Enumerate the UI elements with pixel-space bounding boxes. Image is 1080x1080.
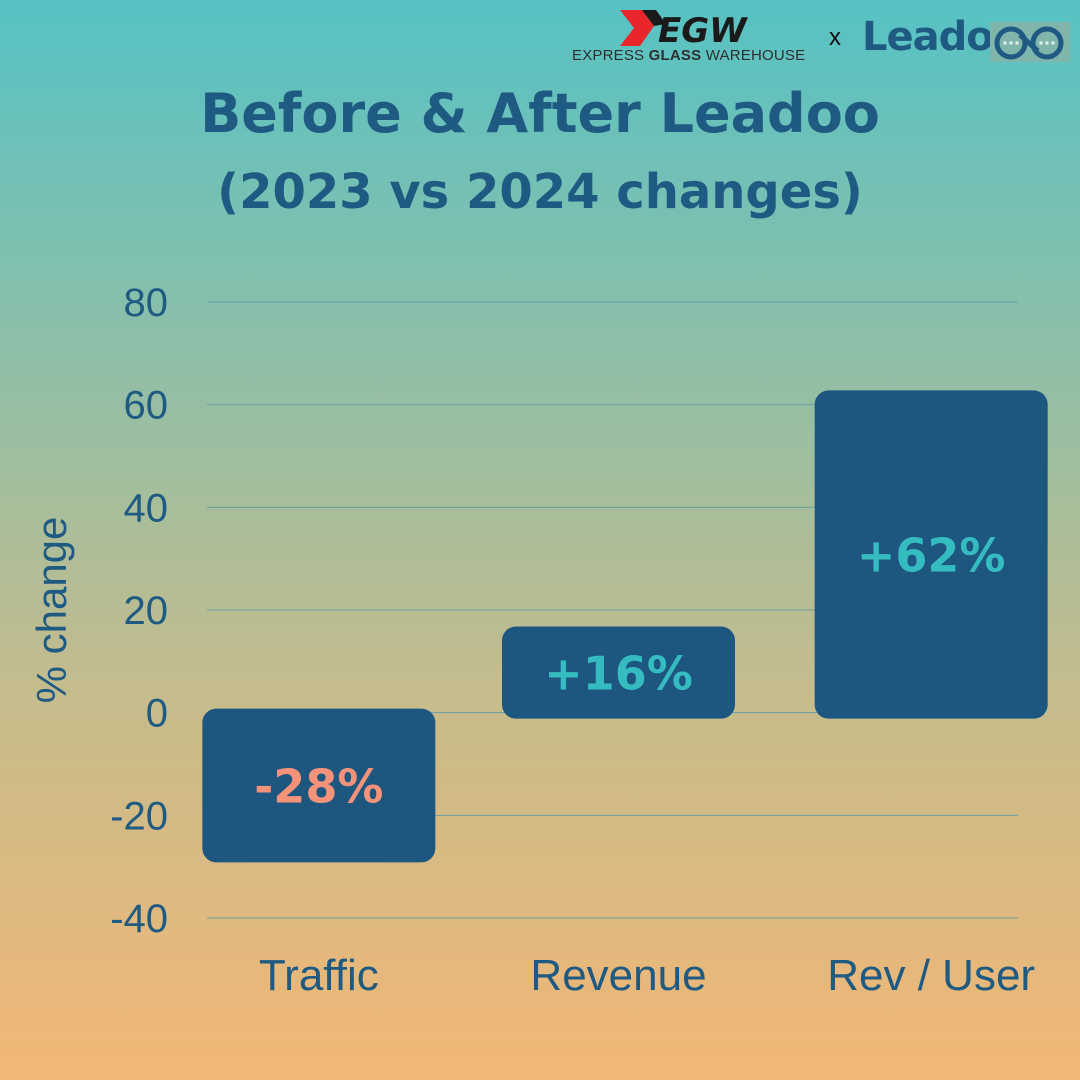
egw-logo-text: EGW (658, 11, 748, 46)
egw-tagline: EXPRESS GLASS WAREHOUSE (572, 47, 806, 64)
bar-data-label: -28% (254, 760, 383, 814)
brand-header: EGW EXPRESS GLASS WAREHOUSE x Leadoo (572, 6, 1072, 68)
bar (502, 626, 735, 719)
x-tick-label: Revenue (530, 951, 706, 1000)
y-tick-label: -20 (110, 794, 168, 838)
brand-separator: x (829, 24, 841, 51)
y-tick-label: 0 (146, 692, 168, 736)
y-tick-label: 60 (124, 384, 169, 428)
y-tick-label: 20 (124, 589, 169, 633)
egw-logo-mark: EGW (620, 10, 748, 46)
y-tick-label: -40 (110, 897, 168, 941)
y-tick-label: 80 (124, 281, 169, 325)
y-tick-label: 40 (124, 486, 169, 530)
chart-title: Before & After Leadoo (200, 82, 880, 145)
chart-subtitle: (2023 vs 2024 changes) (217, 164, 863, 220)
bar (202, 708, 436, 863)
bar-data-label: +16% (544, 647, 693, 701)
egw-logo: EGW EXPRESS GLASS WAREHOUSE (572, 6, 822, 68)
leadoo-infinity-icon (990, 22, 1070, 62)
x-tick-label: Traffic (259, 951, 379, 1000)
x-tick-label: Rev / User (827, 951, 1035, 1000)
bar (814, 390, 1048, 719)
y-axis-label: % change (28, 517, 75, 704)
bar-data-label: +62% (857, 529, 1006, 583)
